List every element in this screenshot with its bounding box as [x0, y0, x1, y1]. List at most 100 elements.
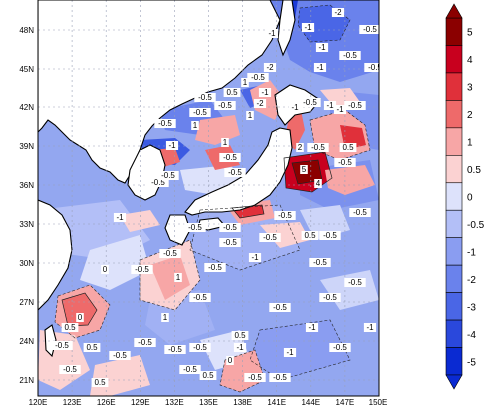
- colorbar-label: -0.5: [467, 220, 485, 231]
- contour-label: -0.5: [343, 51, 357, 60]
- colorbar-label: 0: [467, 193, 473, 204]
- contour-label-bg: [258, 88, 272, 97]
- colorbar-label: -4: [467, 330, 476, 341]
- colorbar-swatch: [445, 347, 463, 376]
- contour-label-bg: [191, 121, 199, 130]
- honshu-island: [184, 127, 293, 216]
- contour-label-bg: [223, 88, 241, 97]
- contour-label-bg: [265, 29, 279, 38]
- contour-label-bg: [269, 303, 291, 312]
- contour-label: 1: [243, 78, 248, 87]
- contour-label: -0.5: [223, 153, 237, 162]
- contour-label: -0.5: [278, 211, 292, 220]
- contour-label: -1: [268, 29, 276, 38]
- x-tick-label: 147E: [336, 398, 355, 407]
- contour-label-bg: [199, 371, 217, 380]
- contour-label-bg: [305, 323, 319, 332]
- contour-label-bg: [359, 25, 379, 34]
- contour-label-bg: [247, 73, 269, 82]
- plot-frame: [37, 0, 380, 397]
- contour-label-bg: [329, 343, 351, 352]
- colorbar-swatch: [445, 155, 463, 184]
- contour-lines-solid: [61, 151, 333, 327]
- contour-label: 1: [163, 313, 168, 322]
- colorbar-label: 4: [467, 55, 473, 66]
- contour-label-bg: [154, 119, 176, 128]
- contour-label: -0.5: [368, 63, 382, 72]
- colorbar-swatch: [445, 319, 463, 348]
- contour-label: 2: [298, 143, 303, 152]
- x-tick-label: 123E: [63, 398, 82, 407]
- contour-label: -0.5: [208, 263, 222, 272]
- contour-label-bg: [334, 158, 356, 167]
- contour-label-bg: [109, 351, 131, 360]
- contour-label: 5: [302, 165, 307, 174]
- contour-label: -0.5: [263, 233, 277, 242]
- contour-label: -1: [251, 253, 259, 262]
- contour-label: -0.5: [323, 293, 337, 302]
- contour-label-bg: [101, 265, 109, 274]
- contour-label-bg: [224, 168, 246, 177]
- contour-label: -1: [366, 323, 374, 332]
- contour-label: -0.5: [151, 178, 165, 187]
- contour-label: 0: [103, 265, 108, 274]
- contour-label: -0.5: [248, 373, 262, 382]
- contour-label-bg: [259, 233, 281, 242]
- contour-label: -0.5: [311, 143, 325, 152]
- contour-label: -0.5: [163, 249, 177, 258]
- x-tick-label: 126E: [97, 398, 116, 407]
- x-axis-labels: 120E 123E 126E 129E 132E 135E 138E 141E …: [29, 398, 388, 407]
- colorbar-swatch: [445, 100, 463, 129]
- contour-label: -0.5: [55, 341, 69, 350]
- colorbar-swatch: [445, 264, 463, 293]
- contour-label: 0.5: [64, 323, 76, 332]
- contour-label-bg: [221, 138, 229, 147]
- contour-label: 1: [248, 111, 253, 120]
- colorbar-label: -5: [467, 357, 476, 368]
- contour-label-bg: [274, 211, 296, 220]
- contour-label: -0.5: [161, 171, 175, 180]
- colorbar-label: 0.5: [467, 165, 481, 176]
- contour-label: -0.5: [273, 373, 287, 382]
- contour-label: -1: [304, 23, 312, 32]
- contour-label-bg: [189, 293, 211, 302]
- colorbar: 5 4 3 2 1 0.5 0 -0.5 -1 -2 -3 -4 -5: [445, 3, 485, 390]
- contour-label: 4: [316, 179, 321, 188]
- contour-label: -0.5: [273, 303, 287, 312]
- contour-label: -0.5: [183, 365, 197, 374]
- contour-label-bg: [319, 293, 341, 302]
- contour-label-bg: [246, 111, 254, 120]
- colorbar-label: -2: [467, 275, 476, 286]
- contour-label-bg: [204, 263, 226, 272]
- contour-label-bg: [314, 179, 322, 188]
- contour-label-bg: [301, 231, 319, 240]
- contour-label-bg: [113, 213, 127, 222]
- y-tick-label: 24N: [19, 337, 34, 346]
- contour-label: -0.5: [228, 168, 242, 177]
- contour-label-bg: [184, 223, 206, 232]
- contour-label: -1: [308, 323, 316, 332]
- contour-label-bg: [283, 348, 297, 357]
- contour-label: 0: [78, 313, 83, 322]
- y-tick-label: 36N: [19, 181, 34, 190]
- x-tick-label: 141E: [267, 398, 286, 407]
- colorbar-swatch: [445, 45, 463, 74]
- x-tick-label: 129E: [131, 398, 150, 407]
- contour-label-bg: [165, 141, 179, 150]
- colorbar-label: -3: [467, 302, 476, 313]
- y-tick-label: 21N: [19, 376, 34, 385]
- contour-label-bg: [263, 63, 277, 72]
- contour-label: 0.5: [234, 331, 246, 340]
- contour-label-bg: [179, 365, 201, 374]
- map-plot: -2-1 -0.5-1-0.5-0.5-1-2 -1-0.51-1-0.50.5-0…: [38, 0, 382, 396]
- colorbar-label: 3: [467, 83, 473, 94]
- contour-label-bg: [61, 323, 79, 332]
- contour-label: 0.5: [226, 88, 238, 97]
- y-tick-label: 48N: [19, 26, 34, 35]
- contour-label-bg: [131, 265, 153, 274]
- contour-label: -0.5: [63, 365, 77, 374]
- contour-label: -0.5: [348, 101, 362, 110]
- y-tick-label: 42N: [19, 103, 34, 112]
- y-axis-labels: 21N 24N 27N 30N 33N 36N 39N 42N 45N 48N: [19, 26, 34, 385]
